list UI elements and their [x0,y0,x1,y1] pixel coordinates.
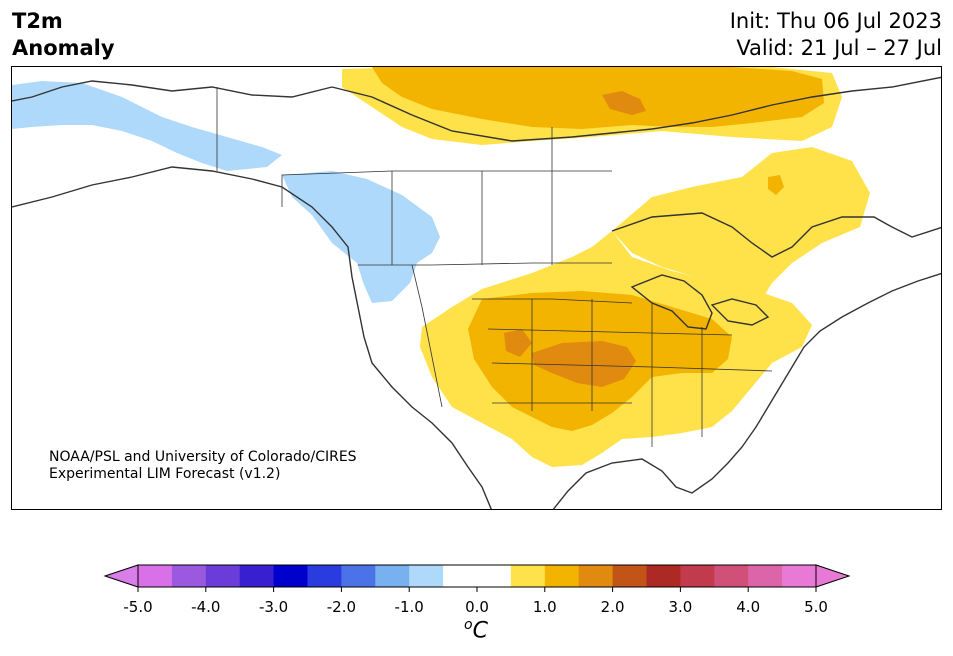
alaska-cool-anomaly [12,81,282,171]
credit-line-2: Experimental LIM Forecast (v1.2) [49,466,281,482]
colorbar-tick-label: 3.0 [668,598,693,616]
colorbar-unit: oC [464,617,488,643]
map-panel [11,66,942,510]
colorbar-bin [612,565,647,587]
title-left: T2m Anomaly [12,8,115,62]
colorbar-bin [239,565,275,587]
colorbar-bin [510,565,546,587]
colorbar-tick-label: 4.0 [736,598,761,616]
colorbar-bin [748,565,783,587]
colorbar-bin [578,565,614,587]
colorbar-tick-label: -4.0 [191,598,221,616]
colorbar-bin [307,565,342,587]
forecast-credit: NOAA/PSL and University of Colorado/CIRE… [49,449,357,483]
canada-east-warm-anomaly [612,147,870,299]
colorbar-bin [680,565,715,587]
colorbar-tick-label: 2.0 [600,598,625,616]
init-date: Init: Thu 06 Jul 2023 [729,9,942,33]
credit-line-1: NOAA/PSL and University of Colorado/CIRE… [49,449,357,465]
colorbar-bin [443,565,478,587]
political-borders [216,87,773,447]
colorbar-bin [477,565,512,587]
canada-arctic-warm-core [372,67,824,129]
colorbar-bin [646,565,681,587]
colorbar-bin [171,565,207,587]
anomaly-title: Anomaly [12,36,115,60]
coastlines [12,76,941,509]
colorbar-bin [782,565,817,587]
colorbar-tick-label: 0.0 [465,598,489,616]
colorbar-bin [409,565,444,587]
colorbar-bin [714,565,749,587]
colorbar-bin [375,565,410,587]
unit-letter: C [472,618,488,644]
colorbar [103,564,851,592]
colorbar-over-arrow [815,564,851,588]
colorbar-tick-label: -1.0 [394,598,424,616]
colorbar-tick-label: 5.0 [804,598,828,616]
labrador-warm-core [768,175,784,195]
anomaly-map [12,67,941,509]
colorbar-bin [273,565,308,587]
title-right: Init: Thu 06 Jul 2023 Valid: 21 Jul – 27… [730,8,942,62]
colorbar-bin [205,565,241,587]
valid-range: Valid: 21 Jul – 27 Jul [736,36,942,60]
colorbar-under-arrow [103,564,139,588]
variable-title: T2m [12,9,63,33]
colorbar-tick-label: -5.0 [123,598,153,616]
plains-hot-spot [532,341,636,387]
northwest-cool-anomaly [282,171,440,303]
colorbar-bin [544,565,580,587]
colorbar-bin [138,565,173,587]
degree-symbol: o [464,617,473,633]
arctic-hot-spot [602,91,646,115]
colorbar-tick-label: -2.0 [326,598,357,616]
southwest-hot-spot [504,329,532,357]
colorbar-tick-label: 1.0 [532,598,557,616]
colorbar-tick-label: -3.0 [258,598,289,616]
colorbar-bin [341,565,376,587]
